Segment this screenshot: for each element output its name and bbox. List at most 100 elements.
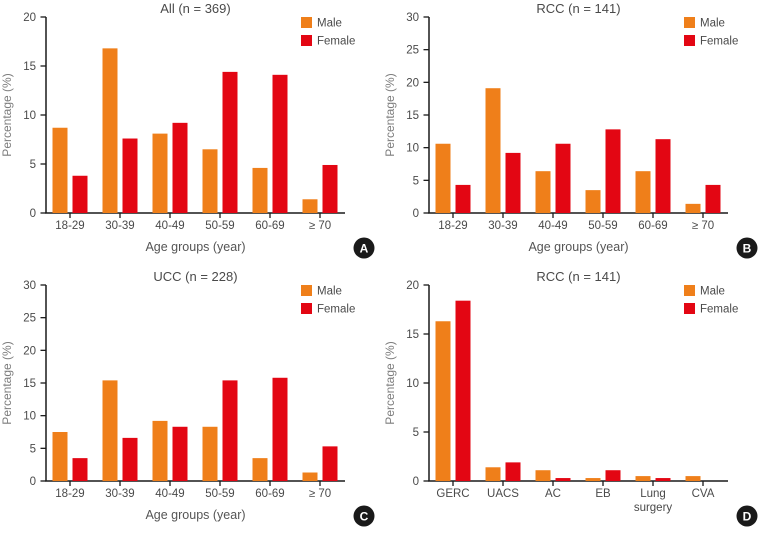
x-tick-label: ≥ 70	[692, 220, 714, 232]
y-axis-title: Percentage (%)	[0, 341, 14, 424]
y-tick-label: 5	[413, 175, 419, 187]
y-tick-label: 15	[406, 329, 419, 341]
bar-female-1	[122, 437, 138, 481]
bar-male-3	[585, 190, 601, 213]
x-tick-label: AC	[545, 488, 561, 500]
bar-female-2	[172, 122, 188, 213]
y-tick-label: 20	[23, 12, 36, 24]
panel-badge-letter: B	[743, 242, 752, 256]
bar-female-0	[72, 175, 88, 213]
bar-male-5	[302, 472, 318, 481]
bar-male-0	[435, 321, 451, 481]
bar-male-2	[535, 470, 551, 481]
bar-female-3	[605, 470, 621, 481]
y-tick-label: 10	[23, 411, 36, 423]
chart-title: RCC (n = 141)	[536, 269, 620, 284]
bar-male-4	[635, 476, 651, 481]
x-tick-label: GERC	[436, 488, 469, 500]
legend-swatch-female	[684, 303, 695, 314]
bar-female-1	[505, 152, 521, 213]
legend-label-female: Female	[700, 304, 738, 316]
y-tick-label: 30	[23, 280, 36, 292]
panel-badge-circle	[736, 505, 758, 527]
y-tick-label: 15	[23, 61, 36, 73]
y-tick-label: 10	[23, 110, 36, 122]
legend-label-male: Male	[317, 18, 342, 30]
y-axis-title: Percentage (%)	[0, 73, 14, 156]
legend-swatch-female	[684, 35, 695, 46]
x-tick-label: 60-69	[638, 220, 667, 232]
legend-label-female: Female	[700, 36, 738, 48]
chart-c: UCC (n = 228) 0 5 10 15 20 25 30 Percentage (%) 1…	[0, 269, 375, 527]
y-tick-label: 0	[413, 208, 419, 220]
bar-male-4	[252, 167, 268, 213]
x-tick-label: 18-29	[55, 220, 84, 232]
bar-male-3	[202, 149, 218, 213]
bar-male-4	[252, 458, 268, 481]
bar-male-2	[152, 133, 168, 213]
y-tick-label: 0	[30, 208, 36, 220]
legend-swatch-male	[684, 17, 695, 28]
chart-title: RCC (n = 141)	[536, 1, 620, 16]
panel-badge-circle	[736, 237, 758, 259]
bar-female-2	[555, 143, 571, 213]
bar-female-2	[172, 426, 188, 481]
bar-female-0	[72, 458, 88, 481]
chart-d: RCC (n = 141) 0 5 10 15 20 Percentage (%) GERC U…	[383, 269, 758, 527]
x-tick-label: 50-59	[588, 220, 617, 232]
legend-label-female: Female	[317, 304, 355, 316]
bar-male-1	[102, 48, 118, 213]
bar-male-3	[202, 426, 218, 481]
bar-female-4	[655, 478, 671, 481]
chart-a: All (n = 369) 0 5 10 15 20 Percentage (%) 18-29…	[0, 1, 375, 259]
x-tick-label: 18-29	[438, 220, 467, 232]
x-tick-label: CVA	[692, 488, 715, 500]
y-axis-title: Percentage (%)	[383, 341, 397, 424]
bar-male-0	[52, 127, 68, 213]
bar-male-0	[52, 432, 68, 481]
y-tick-label: 20	[406, 280, 419, 292]
bar-male-1	[485, 467, 501, 481]
bar-female-5	[322, 164, 338, 213]
bar-male-1	[102, 380, 118, 481]
bar-female-3	[222, 380, 238, 481]
bar-male-3	[585, 478, 601, 481]
y-tick-label: 20	[23, 345, 36, 357]
x-tick-label: EB	[595, 488, 611, 500]
panel-badge-circle	[353, 237, 375, 259]
y-tick-label: 10	[406, 143, 419, 155]
x-tick-label: 30-39	[105, 488, 134, 500]
panel-badge-letter: C	[360, 510, 369, 524]
x-tick-label: 50-59	[205, 220, 234, 232]
legend-swatch-male	[301, 17, 312, 28]
bar-male-5	[302, 199, 318, 213]
bar-female-2	[555, 478, 571, 481]
bar-female-4	[272, 74, 288, 213]
bar-male-2	[152, 420, 168, 481]
y-tick-label: 0	[413, 476, 419, 488]
bar-female-4	[272, 377, 288, 481]
x-tick-label: ≥ 70	[309, 488, 331, 500]
bar-male-2	[535, 171, 551, 213]
legend-swatch-female	[301, 35, 312, 46]
x-tick-label: Lung	[640, 488, 666, 500]
bar-female-5	[322, 446, 338, 481]
legend-label-female: Female	[317, 36, 355, 48]
y-tick-label: 10	[406, 378, 419, 390]
panel-badge-circle	[353, 505, 375, 527]
bar-female-4	[655, 139, 671, 213]
bar-male-0	[435, 143, 451, 213]
x-tick-label: surgery	[634, 502, 673, 514]
x-tick-label: 40-49	[155, 220, 184, 232]
bar-female-0	[455, 300, 471, 481]
bar-male-5	[685, 203, 701, 213]
x-tick-label: 60-69	[255, 488, 284, 500]
x-axis-title: Age groups (year)	[145, 508, 245, 522]
panel-a: All (n = 369) 0 5 10 15 20 Percentage (%) 18-29…	[0, 0, 383, 268]
bar-female-0	[455, 184, 471, 213]
x-tick-label: 18-29	[55, 488, 84, 500]
panel-d: RCC (n = 141) 0 5 10 15 20 Percentage (%) GERC U…	[383, 268, 767, 536]
legend-swatch-male	[301, 285, 312, 296]
x-axis-title: Age groups (year)	[528, 240, 628, 254]
